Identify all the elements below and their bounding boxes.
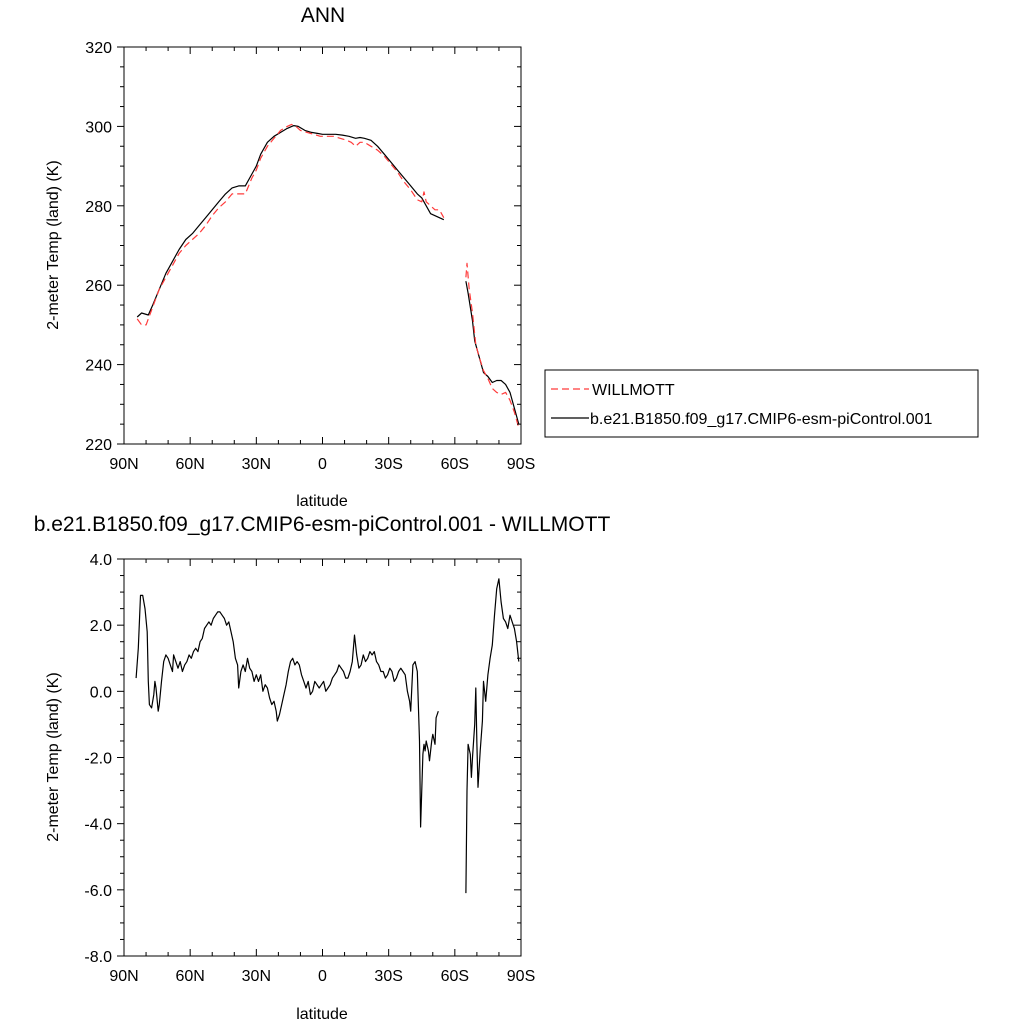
top-y-tick-labels: 220 240 260 280 300 320 — [85, 40, 112, 454]
x-tick-label: 30N — [242, 968, 271, 985]
legend-box — [544, 369, 979, 438]
bottom-series-lines — [135, 578, 520, 894]
bottom-y-tick-labels: -8.0 -6.0 -4.0 -2.0 0.0 2.0 4.0 — [84, 552, 112, 966]
y-tick-label: 4.0 — [90, 552, 112, 569]
x-tick-label: 60S — [441, 968, 469, 985]
y-tick-label: -2.0 — [84, 751, 112, 768]
y-tick-label: 2.0 — [90, 618, 112, 635]
y-tick-label: 0.0 — [90, 684, 112, 701]
x-tick-label: 60S — [441, 456, 469, 473]
series-line-model-segment-0 — [135, 594, 439, 828]
legend-label-willmott: WILLMOTT — [592, 382, 675, 399]
bottom-chart-title: b.e21.B1850.f09_g17.CMIP6-esm-piControl.… — [34, 513, 611, 536]
x-tick-label: 30S — [374, 456, 402, 473]
bottom-axis-ticks — [117, 558, 522, 957]
y-tick-label: -4.0 — [84, 817, 112, 834]
legend-label-model: b.e21.B1850.f09_g17.CMIP6-esm-piControl.… — [590, 411, 933, 428]
series-line-willmott-segment-0 — [136, 123, 445, 326]
x-tick-label: 90S — [507, 968, 535, 985]
y-tick-label: 260 — [85, 278, 112, 295]
y-tick-label: 280 — [85, 199, 112, 216]
series-line-model-segment-0 — [136, 124, 445, 318]
x-tick-label: 30N — [242, 456, 271, 473]
x-tick-label: 90N — [109, 968, 138, 985]
y-tick-label: 320 — [85, 40, 112, 57]
x-tick-label: 90N — [109, 456, 138, 473]
x-tick-label: 0 — [318, 968, 327, 985]
series-line-willmott-segment-1 — [465, 262, 520, 429]
x-tick-label: 60N — [175, 968, 204, 985]
x-tick-label: 30S — [374, 968, 402, 985]
bottom-x-axis-label: latitude — [296, 1006, 348, 1023]
bottom-y-axis-label: 2-meter Temp (land) (K) — [45, 672, 62, 842]
top-x-axis-label: latitude — [296, 493, 348, 510]
y-tick-label: -8.0 — [84, 949, 112, 966]
top-panel: ANN 90N 60N 30N 0 30S 60S 90S 220 240 260 280 300 3… — [45, 4, 535, 510]
top-y-axis-label: 2-meter Temp (land) (K) — [45, 160, 62, 330]
top-plot-frame — [123, 46, 522, 445]
top-axis-ticks — [117, 46, 522, 445]
bottom-plot-frame — [123, 558, 522, 957]
top-x-tick-labels: 90N 60N 30N 0 30S 60S 90S — [109, 456, 535, 473]
top-series-lines — [136, 123, 520, 429]
bottom-panel: b.e21.B1850.f09_g17.CMIP6-esm-piControl.… — [34, 513, 611, 1023]
y-tick-label: 240 — [85, 358, 112, 375]
series-line-model-segment-1 — [465, 578, 520, 894]
y-tick-label: -6.0 — [84, 883, 112, 900]
y-tick-label: 300 — [85, 119, 112, 136]
top-chart-title: ANN — [301, 4, 345, 27]
legend: WILLMOTT b.e21.B1850.f09_g17.CMIP6-esm-p… — [544, 369, 979, 438]
x-tick-label: 90S — [507, 456, 535, 473]
series-line-model-segment-1 — [465, 281, 520, 425]
x-tick-label: 60N — [175, 456, 204, 473]
y-tick-label: 220 — [85, 437, 112, 454]
bottom-x-tick-labels: 90N 60N 30N 0 30S 60S 90S — [109, 968, 535, 985]
x-tick-label: 0 — [318, 456, 327, 473]
